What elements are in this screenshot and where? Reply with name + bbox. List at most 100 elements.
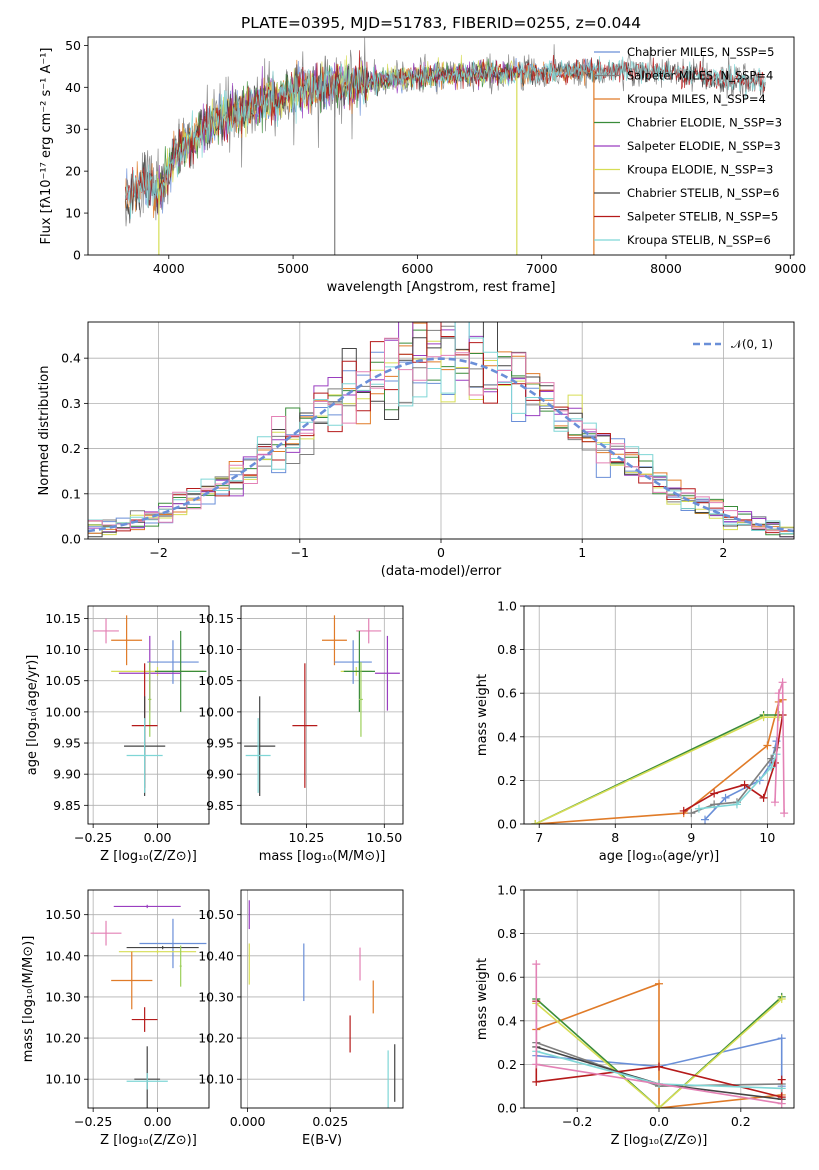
y-tick-label: 40 <box>65 80 81 95</box>
legend-label: Salpeter STELIB, N_SSP=5 <box>627 210 778 224</box>
panel-age-vs-mass: 10.25 10.50 9.85 9.90 9.95 10.00 10.05 10.10 10.… <box>198 605 404 864</box>
errorbar-point <box>359 662 363 737</box>
y-tick-label: 10.10 <box>45 1072 81 1087</box>
errorbar-point <box>343 630 375 712</box>
errorbar-point <box>147 640 199 684</box>
panel-age-vs-Z: −0.25 0.00 9.85 9.90 9.95 10.00 10.05 10.10 10.1… <box>25 605 210 864</box>
plot-area <box>531 678 789 824</box>
errorbar-point <box>292 663 318 788</box>
axes-frame <box>87 605 210 825</box>
x-axis-label: wavelength [Angstrom, rest frame] <box>327 280 556 295</box>
y-axis-label: mass weight <box>475 674 490 756</box>
legend-label: Kroupa STELIB, N_SSP=6 <box>627 233 771 247</box>
y-tick-label: 50 <box>65 38 81 53</box>
panel-spectrum: 4000 5000 6000 7000 8000 9000 0 10 20 30 40 50 wavel… <box>39 36 806 295</box>
normal-reference-curve <box>88 357 794 533</box>
y-axis-label: age [log₁₀(age/yr)] <box>25 655 40 776</box>
x-axis-label: age [log₁₀(age/yr)] <box>599 849 720 864</box>
y-tick-label: 0 <box>73 248 81 263</box>
legend-label: Chabrier MILES, N_SSP=5 <box>627 45 774 59</box>
grid <box>241 890 403 1108</box>
y-axis-label: mass weight <box>475 958 490 1040</box>
series-marker <box>679 806 688 815</box>
y-tick-label: 0.6 <box>497 970 517 985</box>
x-tick-label: 8 <box>611 830 619 845</box>
series-marker <box>767 763 776 772</box>
legend-label: Kroupa ELODIE, N_SSP=3 <box>627 163 773 177</box>
series-marker <box>531 820 540 824</box>
series-marker <box>770 798 779 807</box>
errorbar-point <box>126 1073 168 1090</box>
series-marker <box>655 1062 663 1071</box>
y-tick-label: 10.40 <box>198 948 234 963</box>
axes-frame <box>240 605 404 825</box>
errorbar-point <box>111 615 143 666</box>
series-marker <box>655 979 663 988</box>
x-tick-label: 10.50 <box>366 830 402 845</box>
plot-area <box>244 615 400 796</box>
y-tick-label: 9.85 <box>206 798 234 813</box>
x-tick-label: 8000 <box>650 261 682 276</box>
x-tick-label: 0.00 <box>144 830 172 845</box>
errorbar-point <box>148 662 152 737</box>
legend: 𝒩(0, 1) <box>693 337 773 351</box>
y-tick-label: 0.8 <box>497 642 517 657</box>
y-tick-label: 10.40 <box>45 948 81 963</box>
x-tick-label: −0.25 <box>74 1114 112 1129</box>
series-marker <box>532 1077 541 1086</box>
weight-series <box>536 982 782 1108</box>
plot-area <box>248 900 396 1108</box>
y-tick-label: 9.95 <box>206 736 234 751</box>
x-tick-label: 6000 <box>401 261 433 276</box>
plot-area <box>124 37 766 255</box>
x-tick-label: 1 <box>578 545 586 560</box>
x-axis-label: E(B-V) <box>302 1133 342 1148</box>
y-tick-label: 10.20 <box>198 1031 234 1046</box>
y-tick-label: 0.0 <box>497 1101 517 1116</box>
weight-series <box>774 682 785 814</box>
x-tick-label: 7 <box>535 830 543 845</box>
y-axis-label: Flux [fλ10⁻¹⁷ erg cm⁻² s⁻¹ A⁻¹] <box>39 48 54 245</box>
y-tick-label: 9.95 <box>53 736 81 751</box>
weight-series <box>698 753 778 810</box>
x-tick-label: 9000 <box>774 261 806 276</box>
y-tick-label: 0.4 <box>497 1013 517 1028</box>
y-tick-label: 9.90 <box>53 767 81 782</box>
y-tick-label: 10.15 <box>45 611 81 626</box>
panels: 4000 5000 6000 7000 8000 900001020304050wavel… <box>21 36 806 1148</box>
y-tick-label: 10.20 <box>45 1031 81 1046</box>
errorbar-point <box>374 635 400 711</box>
errorbar-point <box>245 718 271 793</box>
y-tick-label: 0.4 <box>61 351 81 366</box>
y-tick-label: 10.05 <box>198 673 234 688</box>
x-tick-label: −1 <box>291 545 309 560</box>
axes-frame <box>240 889 404 1109</box>
x-tick-label: −0.25 <box>74 830 112 845</box>
plot-area <box>93 615 207 796</box>
grid <box>241 606 403 824</box>
y-tick-label: 10.50 <box>198 907 234 922</box>
x-tick-label: 0.0 <box>649 1114 669 1129</box>
y-tick-label: 0.2 <box>497 773 517 788</box>
y-tick-label: 1.0 <box>497 883 517 898</box>
weight-series <box>535 716 779 824</box>
y-tick-label: 10.30 <box>198 989 234 1004</box>
x-tick-label: 0.000 <box>230 1114 266 1129</box>
plot-area <box>90 904 207 1108</box>
grid <box>88 606 209 824</box>
series-marker <box>777 1075 786 1084</box>
series-marker <box>655 1104 663 1108</box>
errorbar-point <box>244 696 276 796</box>
x-tick-label: 0.025 <box>312 1114 348 1129</box>
x-tick-label: −2 <box>149 545 167 560</box>
errorbar-point <box>113 904 181 909</box>
errorbar-point <box>154 630 207 712</box>
y-tick-label: 0.3 <box>61 396 81 411</box>
y-tick-label: 0.4 <box>497 729 517 744</box>
y-axis-label: mass [log₁₀(M/M⊙)] <box>21 936 36 1063</box>
series-marker <box>780 809 789 818</box>
series-marker <box>763 741 772 750</box>
y-tick-label: 0.8 <box>497 926 517 941</box>
axes-frame <box>87 889 210 1109</box>
y-tick-label: 0.0 <box>497 817 517 832</box>
